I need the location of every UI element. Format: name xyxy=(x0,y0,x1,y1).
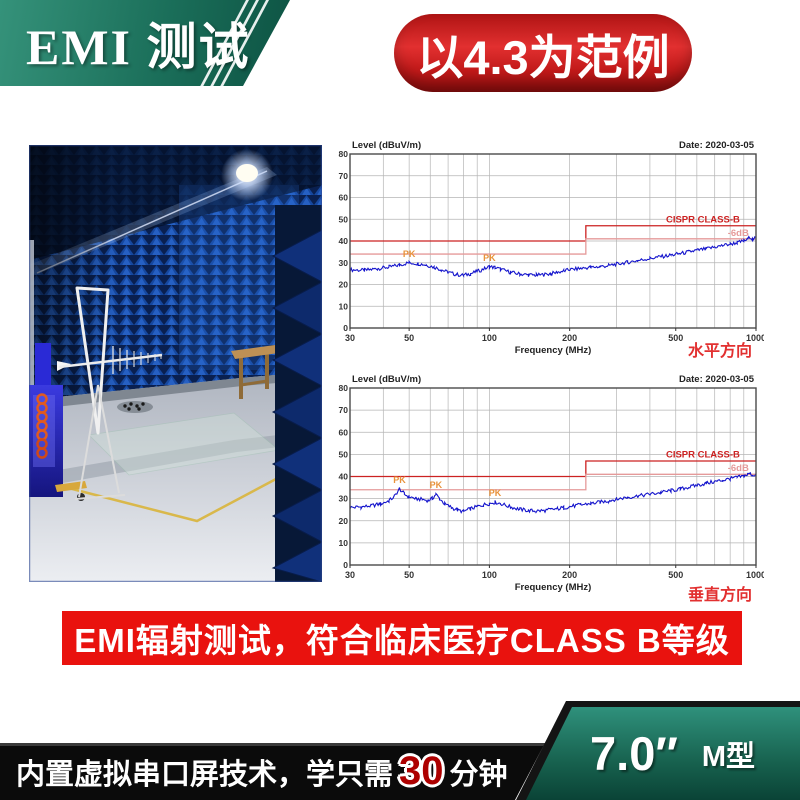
x-tick-label: 500 xyxy=(668,570,683,580)
y-tick-label: 10 xyxy=(339,301,349,311)
chart-canvas: CISPR CLASS-B -6dB PK PK PK 0 10 20 30 40 50 60 70 80… xyxy=(339,374,766,604)
x-tick-label: 100 xyxy=(482,570,497,580)
y-tick-label: 80 xyxy=(339,383,349,393)
antenna-mast-cart xyxy=(29,343,87,501)
example-badge-label: 以4.3为范例 xyxy=(416,30,670,84)
limit-label: -6dB xyxy=(728,463,749,474)
chamber-floor xyxy=(29,371,322,582)
limit-label: -6dB xyxy=(728,228,749,239)
plot-border xyxy=(349,153,757,329)
bottom-bar-text-after: 分钟 xyxy=(449,758,508,791)
pk-marker: PK xyxy=(483,253,496,263)
wooden-table xyxy=(231,345,279,399)
x-tick-label: 200 xyxy=(562,333,577,343)
emi-trace xyxy=(349,472,757,514)
chart-date: Date: 2020-03-05 xyxy=(679,140,755,151)
x-tick-label: 30 xyxy=(345,333,355,343)
pk-marker: PK xyxy=(489,488,502,498)
y-tick-label: 0 xyxy=(343,323,348,333)
page-title: EMI 测试 xyxy=(26,19,251,75)
y-tick-label: 80 xyxy=(339,149,349,159)
x-tick-label: 100 xyxy=(482,333,497,343)
limit-line xyxy=(350,473,756,491)
floor-tape xyxy=(48,469,292,523)
pk-marker: PK xyxy=(403,249,416,259)
x-axis-label: Frequency (MHz) xyxy=(515,582,592,593)
bottom-bar-highlight: 30 xyxy=(399,749,444,793)
x-tick-label: 50 xyxy=(404,333,414,343)
emi-chart-horizontal: CISPR CLASS-B -6dB PK PK 0 10 20 30 40 50 60 70 80 30… xyxy=(336,136,766,362)
product-model: M型 xyxy=(701,740,756,773)
direction-label: 垂直方向 xyxy=(688,585,752,604)
y-tick-label: 40 xyxy=(339,472,349,482)
chart-canvas: CISPR CLASS-B -6dB PK PK 0 10 20 30 40 50 60 70 80 30… xyxy=(339,140,766,360)
y-tick-label: 60 xyxy=(339,427,349,437)
pk-marker: PK xyxy=(430,480,443,490)
y-tick-label: 0 xyxy=(343,560,348,570)
x-tick-label: 30 xyxy=(345,570,355,580)
title-ribbon: EMI 测试 xyxy=(0,0,290,86)
bottom-bar: 内置虚拟串口屏技术，学只需 30 分钟 xyxy=(0,743,545,800)
limit-line xyxy=(350,460,756,478)
chamber-photo-art xyxy=(28,144,323,583)
pk-marker: PK xyxy=(393,475,406,485)
y-tick-label: 70 xyxy=(339,171,349,181)
product-size: 7.0″ xyxy=(590,727,678,780)
y-tick-label: 50 xyxy=(339,214,349,224)
x-axis-label: Frequency (MHz) xyxy=(515,345,592,356)
limit-label: CISPR CLASS-B xyxy=(666,214,740,225)
limit-line xyxy=(350,225,756,242)
y-tick-label: 20 xyxy=(339,516,349,526)
example-badge: 以4.3为范例 xyxy=(394,14,692,92)
y-tick-label: 30 xyxy=(339,494,349,504)
x-tick-label: 50 xyxy=(404,570,414,580)
limit-label: CISPR CLASS-B xyxy=(666,449,740,460)
log-periodic-antenna xyxy=(57,286,163,500)
bottom-bar-text-before: 内置虚拟串口屏技术，学只需 xyxy=(16,758,394,791)
y-tick-label: 50 xyxy=(339,449,349,459)
emi-chart-vertical: CISPR CLASS-B -6dB PK PK PK 0 10 20 30 40 50 60 70 80… xyxy=(336,366,766,606)
result-banner: EMI辐射测试，符合临床医疗CLASS B等级 xyxy=(62,611,742,665)
y-tick-label: 70 xyxy=(339,405,349,415)
product-panel: 7.0″ M型 xyxy=(526,707,800,800)
chamber-photo xyxy=(28,144,323,583)
direction-label: 水平方向 xyxy=(688,341,752,360)
y-tick-label: 10 xyxy=(339,538,349,548)
x-tick-label: 200 xyxy=(562,570,577,580)
y-tick-label: 30 xyxy=(339,258,349,268)
emi-trace xyxy=(349,235,757,278)
y-tick-label: 20 xyxy=(339,280,349,290)
chart-title: Level (dBuV/m) xyxy=(352,140,421,151)
result-banner-text: EMI辐射测试，符合临床医疗CLASS B等级 xyxy=(74,622,730,659)
chart-date: Date: 2020-03-05 xyxy=(679,374,755,385)
chart-title: Level (dBuV/m) xyxy=(352,374,421,385)
plot-border xyxy=(349,387,757,566)
limit-line xyxy=(350,238,756,255)
side-absorbers xyxy=(271,205,323,583)
x-tick-label: 500 xyxy=(668,333,683,343)
y-tick-label: 40 xyxy=(339,236,349,246)
y-tick-label: 60 xyxy=(339,193,349,203)
x-tick-label: 1000 xyxy=(746,570,764,580)
x-tick-label: 1000 xyxy=(746,333,764,343)
